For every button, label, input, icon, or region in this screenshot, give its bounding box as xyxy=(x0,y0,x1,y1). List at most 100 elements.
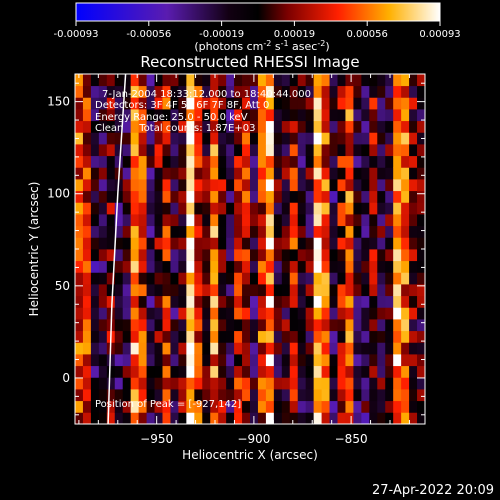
heatmap-cell xyxy=(146,412,155,424)
heatmap-cell xyxy=(345,342,354,355)
heatmap-cell xyxy=(234,225,243,238)
heatmap-cell xyxy=(297,272,307,285)
heatmap-cell xyxy=(162,190,171,203)
heatmap-cell xyxy=(250,144,259,157)
heatmap-cell xyxy=(226,225,235,238)
heatmap-cell xyxy=(82,330,92,343)
heatmap-cell xyxy=(257,202,267,215)
heatmap-cell xyxy=(170,389,179,402)
heatmap-cell xyxy=(98,319,108,332)
heatmap-cell xyxy=(114,319,124,332)
heatmap-cell xyxy=(385,400,394,413)
heatmap-cell xyxy=(345,354,354,367)
heatmap-cell xyxy=(234,260,243,273)
heatmap-cell xyxy=(281,167,291,180)
heatmap-cell xyxy=(353,284,362,297)
heatmap-cell xyxy=(130,85,140,98)
heatmap-cell xyxy=(401,179,410,192)
heatmap-cell xyxy=(289,74,299,87)
heatmap-cell xyxy=(218,319,227,332)
heatmap-cell xyxy=(369,319,378,332)
heatmap-cell xyxy=(210,342,219,355)
heatmap-cell xyxy=(90,97,100,110)
heatmap-cell xyxy=(106,202,116,215)
heatmap-cell xyxy=(250,260,259,273)
heatmap-cell xyxy=(210,97,219,110)
heatmap-cell xyxy=(361,365,370,378)
heatmap-cell xyxy=(154,179,163,192)
heatmap-cell xyxy=(353,319,362,332)
heatmap-cell xyxy=(202,74,211,87)
heatmap-cell xyxy=(393,365,402,378)
heatmap-cell xyxy=(178,249,187,262)
heatmap-cell xyxy=(114,389,124,402)
heatmap-cell xyxy=(321,237,330,250)
heatmap-cell xyxy=(106,155,116,168)
heatmap-cell xyxy=(98,307,108,320)
heatmap-cell xyxy=(409,284,418,297)
heatmap-cell xyxy=(369,284,378,297)
heatmap-cell xyxy=(265,307,275,320)
heatmap-cell xyxy=(162,202,171,215)
annotations: 7-Jan-2004 18:33:12.000 to 18:40:44.000 … xyxy=(95,89,311,410)
heatmap-cell xyxy=(194,144,203,157)
heatmap-cell xyxy=(250,389,259,402)
heatmap-cell xyxy=(329,74,338,87)
heatmap-cell xyxy=(218,85,227,98)
heatmap-cell xyxy=(234,342,243,355)
heatmap-cell xyxy=(114,295,124,308)
heatmap-cell xyxy=(417,412,425,424)
heatmap-cell xyxy=(345,400,354,413)
heatmap-cell xyxy=(75,132,84,145)
heatmap-cell xyxy=(146,97,155,110)
heatmap-cell xyxy=(242,109,251,122)
heatmap-cell xyxy=(154,237,163,250)
heatmap-cell xyxy=(393,400,402,413)
heatmap-cell xyxy=(377,295,386,308)
heatmap-cell xyxy=(234,295,243,308)
heatmap-cell xyxy=(186,249,195,262)
heatmap-cell xyxy=(170,365,179,378)
heatmap-cell xyxy=(265,120,275,133)
heatmap-cell xyxy=(162,389,171,402)
heatmap-cell xyxy=(313,354,322,367)
heatmap-cell xyxy=(329,202,338,215)
heatmap-cell xyxy=(313,319,322,332)
heatmap-cell xyxy=(170,412,179,424)
heatmap-cell xyxy=(345,389,354,402)
heatmap-cell xyxy=(337,342,346,355)
heatmap-cell xyxy=(170,132,179,145)
heatmap-cell xyxy=(138,260,147,273)
heatmap-cell xyxy=(98,179,108,192)
heatmap-cell xyxy=(154,109,163,122)
heatmap-cell xyxy=(417,342,425,355)
heatmap-cell xyxy=(345,179,354,192)
heatmap-cell xyxy=(218,389,227,402)
heatmap-cell xyxy=(194,307,203,320)
heatmap-cell xyxy=(385,155,394,168)
annotation-energy: Energy Range: 25.0 - 50.0 keV xyxy=(95,112,248,123)
heatmap-cell xyxy=(313,307,322,320)
heatmap-cell xyxy=(385,144,394,157)
heatmap-cell xyxy=(401,237,410,250)
heatmap-cell xyxy=(90,412,100,424)
heatmap-cell xyxy=(75,85,84,98)
heatmap-cell xyxy=(281,155,291,168)
heatmap-cell xyxy=(265,155,275,168)
heatmap-cell xyxy=(281,214,291,227)
heatmap-cell xyxy=(393,284,402,297)
heatmap-cell xyxy=(122,190,132,203)
heatmap-cell xyxy=(122,365,132,378)
heatmap-cell xyxy=(273,272,283,285)
heatmap-cell xyxy=(146,330,155,343)
heatmap-cell xyxy=(210,389,219,402)
heatmap-cell xyxy=(337,155,346,168)
heatmap-cell xyxy=(98,272,108,285)
heatmap-cell xyxy=(75,155,84,168)
heatmap-cell xyxy=(409,202,418,215)
heatmap-cell xyxy=(75,237,84,250)
heatmap-cell xyxy=(321,260,330,273)
heatmap-cell xyxy=(257,144,267,157)
heatmap-cell xyxy=(146,237,155,250)
heatmap-cell xyxy=(401,400,410,413)
